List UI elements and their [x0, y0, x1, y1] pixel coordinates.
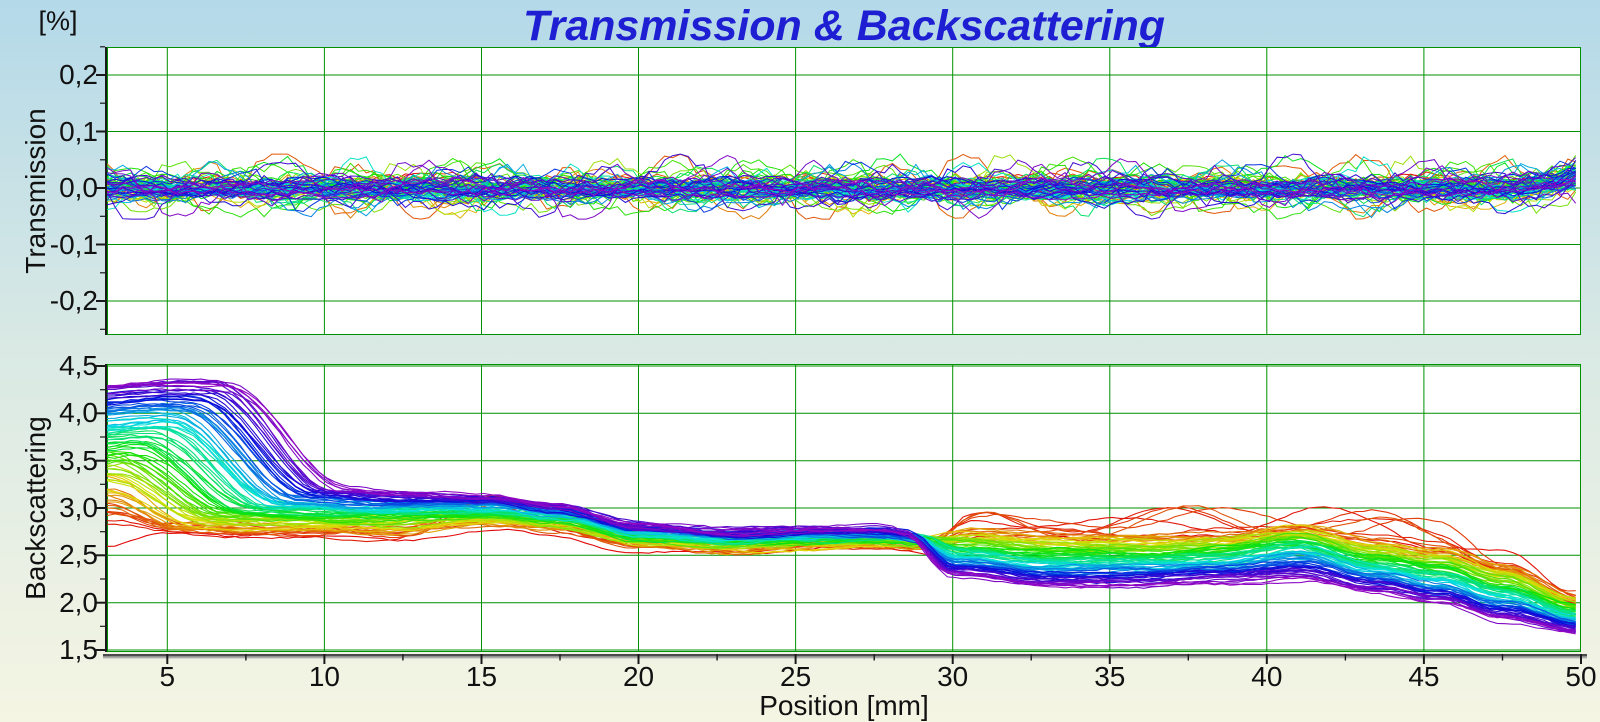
y-tick-label: 1,5 [59, 634, 98, 665]
y-tick-label: -0,2 [49, 285, 98, 316]
x-tick-label: 10 [308, 661, 340, 692]
x-tick-label: 20 [622, 661, 655, 692]
y-tick-label: 2,0 [59, 586, 98, 618]
y-tick-label: 4,0 [59, 397, 98, 429]
chart-title: Transmission & Backscattering [522, 2, 1166, 50]
y-tick-label: 0,2 [59, 59, 98, 90]
y-tick-label: 0,1 [59, 115, 98, 147]
transmission-plot-area[interactable] [107, 47, 1581, 335]
backscattering-plot-area[interactable] [107, 364, 1581, 652]
x-tick-label: 30 [937, 661, 969, 692]
x-tick-label: 45 [1408, 661, 1440, 692]
y-tick-label: 3,0 [59, 491, 98, 523]
y-unit-label: [%] [38, 6, 78, 36]
x-tick-label: 40 [1251, 661, 1283, 692]
y-tick-label: 2,5 [59, 539, 98, 571]
x-tick-label: 5 [159, 661, 176, 692]
x-tick-label: 15 [465, 661, 498, 692]
x-tick-label: 25 [780, 661, 812, 692]
x-axis-label: Position [mm] [759, 690, 929, 721]
y-tick-label: -0,1 [49, 228, 98, 260]
x-tick-label: 50 [1565, 661, 1597, 692]
y-tick-label: 4,5 [59, 349, 98, 381]
backscattering-scan-curves [107, 378, 1576, 635]
transmission-scan-curves [107, 153, 1577, 220]
x-tick-label: 35 [1094, 661, 1126, 692]
y-tick-label: 0,0 [59, 172, 98, 203]
y-tick-label: 3,5 [59, 444, 98, 476]
